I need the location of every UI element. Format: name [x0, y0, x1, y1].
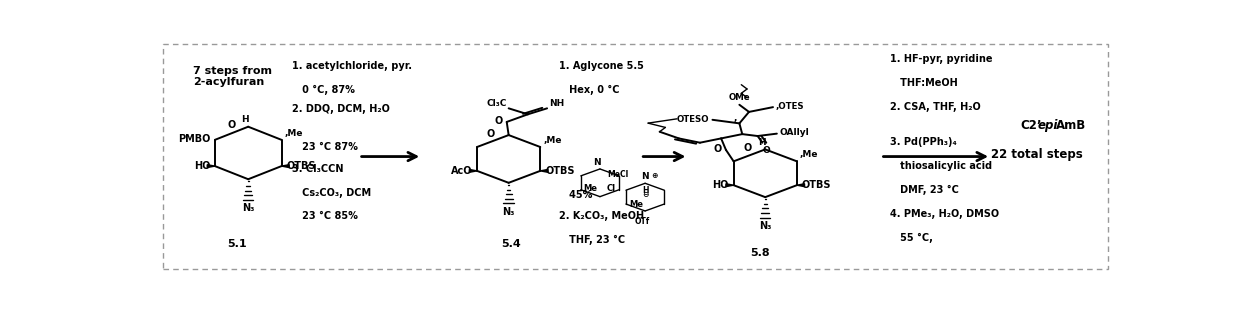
Text: NH: NH [549, 99, 564, 108]
Text: O: O [743, 143, 751, 153]
Text: AmB: AmB [1056, 119, 1086, 132]
Polygon shape [797, 184, 805, 187]
Text: C2’: C2’ [1019, 119, 1042, 132]
Text: 4. PMe₃, H₂O, DMSO: 4. PMe₃, H₂O, DMSO [890, 209, 999, 219]
Text: Cl₃C: Cl₃C [486, 99, 507, 108]
Text: 5.1: 5.1 [227, 239, 247, 249]
Text: 23 °C 87%: 23 °C 87% [293, 142, 358, 152]
Text: ,Me: ,Me [800, 150, 818, 159]
Text: OTESO: OTESO [677, 115, 709, 124]
Text: ,Me: ,Me [284, 129, 303, 138]
Text: O: O [763, 146, 770, 155]
Polygon shape [281, 165, 289, 167]
Text: Hex, 0 °C: Hex, 0 °C [558, 85, 619, 95]
Text: N₃: N₃ [242, 203, 254, 213]
Text: Me: Me [584, 184, 598, 193]
Text: 3. Pd(PPh₃)₄: 3. Pd(PPh₃)₄ [890, 137, 957, 148]
Text: DMF, 23 °C: DMF, 23 °C [890, 185, 959, 195]
Text: H: H [759, 138, 766, 147]
Text: 3. Cl₃CCN: 3. Cl₃CCN [293, 164, 343, 174]
Text: ,: , [733, 114, 737, 123]
Text: 2. DDQ, DCM, H₂O: 2. DDQ, DCM, H₂O [293, 104, 391, 114]
Text: 45%: 45% [558, 190, 591, 200]
Text: 1. HF-pyr, pyridine: 1. HF-pyr, pyridine [890, 54, 993, 64]
Text: PMBO: PMBO [177, 134, 210, 144]
Text: MeCl: MeCl [608, 170, 629, 179]
Text: O: O [227, 120, 236, 131]
Text: N₃: N₃ [759, 221, 771, 231]
Text: H: H [242, 115, 249, 124]
Text: ,OTES: ,OTES [776, 102, 805, 111]
Text: ⊕: ⊕ [651, 171, 658, 180]
Text: 5.4: 5.4 [501, 239, 521, 249]
Text: HO: HO [713, 180, 729, 190]
Text: 23 °C 85%: 23 °C 85% [293, 211, 358, 221]
Text: O: O [495, 117, 503, 126]
Text: 1. acetylchloride, pyr.: 1. acetylchloride, pyr. [293, 61, 413, 71]
Text: N: N [641, 172, 649, 181]
Text: epi: epi [1037, 119, 1058, 132]
Text: HO: HO [193, 161, 210, 171]
Text: 7 steps from
2-acylfuran: 7 steps from 2-acylfuran [193, 66, 273, 87]
Text: Cs₂CO₃, DCM: Cs₂CO₃, DCM [293, 188, 372, 197]
Text: O: O [487, 129, 495, 139]
Text: ,Me: ,Me [543, 136, 562, 145]
Text: 22 total steps: 22 total steps [991, 148, 1083, 161]
Text: ⊖: ⊖ [642, 190, 649, 199]
Polygon shape [725, 184, 734, 187]
Text: 5.8: 5.8 [750, 248, 770, 258]
Text: OMe: OMe [729, 93, 750, 102]
Text: THF, 23 °C: THF, 23 °C [558, 235, 625, 246]
Text: OAllyl: OAllyl [780, 128, 810, 137]
Text: 55 °C,: 55 °C, [890, 233, 932, 243]
Text: OTBS: OTBS [546, 166, 574, 176]
Text: N₃: N₃ [502, 207, 515, 217]
Text: 2. K₂CO₃, MeOH: 2. K₂CO₃, MeOH [558, 211, 644, 221]
Text: N: N [593, 158, 601, 167]
Text: 1. Aglycone 5.5: 1. Aglycone 5.5 [558, 61, 644, 71]
Text: thiosalicylic acid: thiosalicylic acid [890, 161, 992, 171]
FancyBboxPatch shape [162, 44, 1109, 269]
Text: Cl: Cl [608, 184, 616, 193]
Polygon shape [541, 170, 548, 172]
Text: OTBS: OTBS [286, 161, 316, 171]
Text: 2. CSA, THF, H₂O: 2. CSA, THF, H₂O [890, 102, 981, 112]
Text: Me: Me [629, 200, 642, 209]
Text: AcO: AcO [450, 166, 472, 176]
Text: H: H [642, 186, 649, 195]
Polygon shape [469, 170, 477, 172]
Text: OTf: OTf [635, 217, 650, 226]
Text: THF:MeOH: THF:MeOH [890, 78, 959, 88]
Text: O: O [714, 144, 722, 154]
Polygon shape [207, 165, 215, 167]
Text: 0 °C, 87%: 0 °C, 87% [293, 85, 356, 95]
Text: OTBS: OTBS [802, 180, 831, 190]
